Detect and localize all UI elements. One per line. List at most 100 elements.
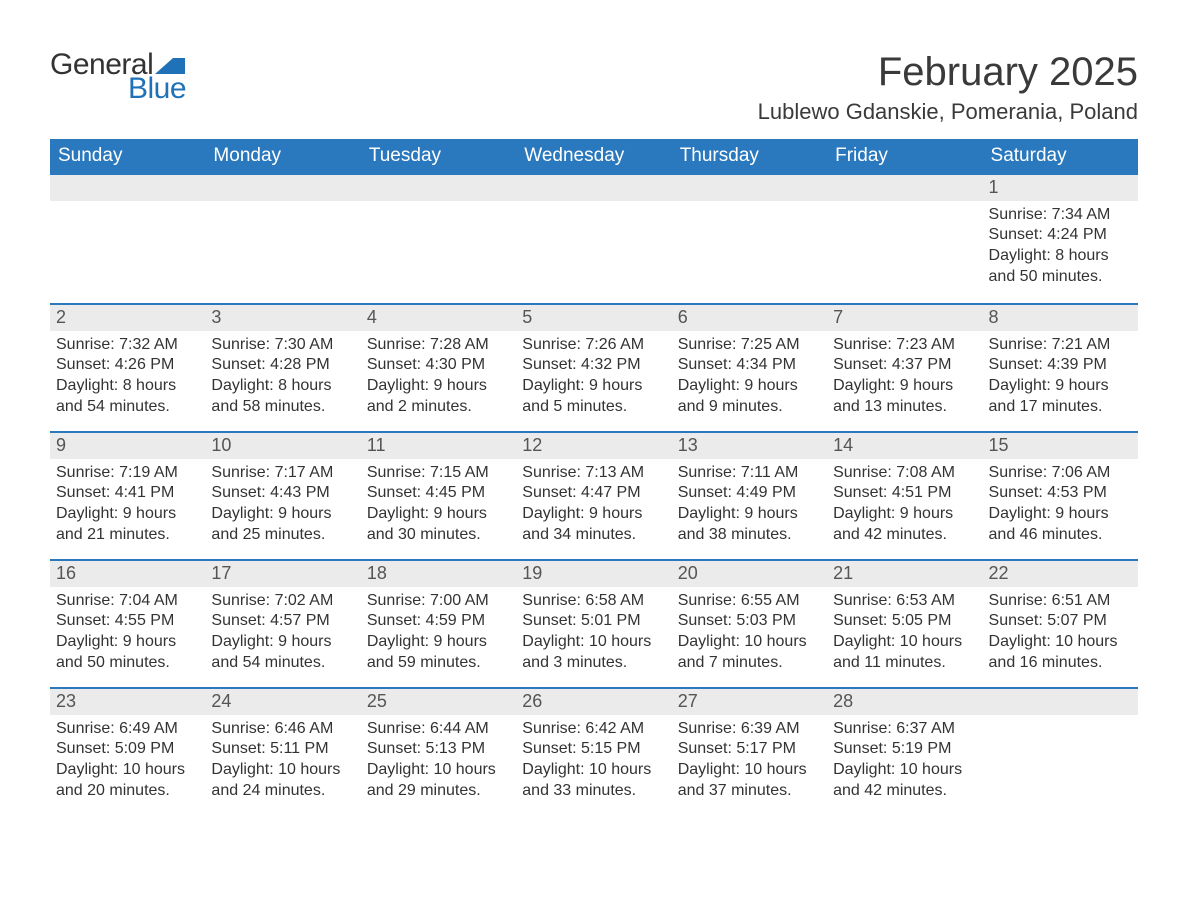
day-cell: 9Sunrise: 7:19 AMSunset: 4:41 PMDaylight… xyxy=(50,433,205,559)
day-day2: and 50 minutes. xyxy=(56,653,199,674)
weekday-header: Saturday xyxy=(983,139,1138,175)
day-number: 8 xyxy=(983,305,1138,331)
day-day1: Daylight: 9 hours xyxy=(367,632,510,653)
day-cell: 6Sunrise: 7:25 AMSunset: 4:34 PMDaylight… xyxy=(672,305,827,431)
day-number: 3 xyxy=(205,305,360,331)
day-day2: and 13 minutes. xyxy=(833,397,976,418)
day-day1: Daylight: 9 hours xyxy=(211,504,354,525)
day-day1: Daylight: 10 hours xyxy=(678,632,821,653)
weeks-container: 1Sunrise: 7:34 AMSunset: 4:24 PMDaylight… xyxy=(50,175,1138,815)
day-number: 12 xyxy=(516,433,671,459)
week-row: 23Sunrise: 6:49 AMSunset: 5:09 PMDayligh… xyxy=(50,687,1138,815)
day-day1: Daylight: 9 hours xyxy=(56,632,199,653)
day-number: 13 xyxy=(672,433,827,459)
day-body: Sunrise: 7:25 AMSunset: 4:34 PMDaylight:… xyxy=(672,331,827,426)
day-day1: Daylight: 8 hours xyxy=(56,376,199,397)
day-day2: and 2 minutes. xyxy=(367,397,510,418)
day-sunset: Sunset: 5:11 PM xyxy=(211,739,354,760)
day-number xyxy=(516,175,671,201)
day-sunrise: Sunrise: 7:34 AM xyxy=(989,205,1132,226)
week-row: 1Sunrise: 7:34 AMSunset: 4:24 PMDaylight… xyxy=(50,175,1138,303)
day-day2: and 24 minutes. xyxy=(211,781,354,802)
day-cell: 28Sunrise: 6:37 AMSunset: 5:19 PMDayligh… xyxy=(827,689,982,815)
day-body: Sunrise: 7:02 AMSunset: 4:57 PMDaylight:… xyxy=(205,587,360,682)
day-number: 15 xyxy=(983,433,1138,459)
day-cell xyxy=(50,175,205,303)
day-day1: Daylight: 9 hours xyxy=(522,376,665,397)
day-sunset: Sunset: 5:09 PM xyxy=(56,739,199,760)
day-sunrise: Sunrise: 7:28 AM xyxy=(367,335,510,356)
day-sunset: Sunset: 4:37 PM xyxy=(833,355,976,376)
day-day1: Daylight: 10 hours xyxy=(678,760,821,781)
day-day2: and 37 minutes. xyxy=(678,781,821,802)
day-number: 19 xyxy=(516,561,671,587)
day-number: 24 xyxy=(205,689,360,715)
day-day2: and 20 minutes. xyxy=(56,781,199,802)
day-body: Sunrise: 7:15 AMSunset: 4:45 PMDaylight:… xyxy=(361,459,516,554)
day-sunrise: Sunrise: 7:15 AM xyxy=(367,463,510,484)
day-body: Sunrise: 7:30 AMSunset: 4:28 PMDaylight:… xyxy=(205,331,360,426)
day-day2: and 50 minutes. xyxy=(989,267,1132,288)
calendar: Sunday Monday Tuesday Wednesday Thursday… xyxy=(50,139,1138,815)
day-cell: 26Sunrise: 6:42 AMSunset: 5:15 PMDayligh… xyxy=(516,689,671,815)
day-sunset: Sunset: 4:34 PM xyxy=(678,355,821,376)
day-sunrise: Sunrise: 7:19 AM xyxy=(56,463,199,484)
day-day1: Daylight: 9 hours xyxy=(678,504,821,525)
page-header: General Blue February 2025 Lublewo Gdans… xyxy=(50,50,1138,125)
day-number: 4 xyxy=(361,305,516,331)
day-cell xyxy=(983,689,1138,815)
day-cell: 14Sunrise: 7:08 AMSunset: 4:51 PMDayligh… xyxy=(827,433,982,559)
day-number: 23 xyxy=(50,689,205,715)
day-body xyxy=(672,201,827,213)
day-day1: Daylight: 9 hours xyxy=(211,632,354,653)
day-day1: Daylight: 9 hours xyxy=(367,376,510,397)
day-day1: Daylight: 10 hours xyxy=(833,632,976,653)
day-sunrise: Sunrise: 7:23 AM xyxy=(833,335,976,356)
day-day2: and 9 minutes. xyxy=(678,397,821,418)
day-day1: Daylight: 9 hours xyxy=(367,504,510,525)
day-cell: 20Sunrise: 6:55 AMSunset: 5:03 PMDayligh… xyxy=(672,561,827,687)
day-sunrise: Sunrise: 7:17 AM xyxy=(211,463,354,484)
day-cell: 22Sunrise: 6:51 AMSunset: 5:07 PMDayligh… xyxy=(983,561,1138,687)
day-day2: and 54 minutes. xyxy=(56,397,199,418)
day-cell xyxy=(516,175,671,303)
day-cell: 7Sunrise: 7:23 AMSunset: 4:37 PMDaylight… xyxy=(827,305,982,431)
day-sunrise: Sunrise: 7:00 AM xyxy=(367,591,510,612)
day-sunrise: Sunrise: 6:46 AM xyxy=(211,719,354,740)
day-body: Sunrise: 7:34 AMSunset: 4:24 PMDaylight:… xyxy=(983,201,1138,296)
day-cell xyxy=(361,175,516,303)
day-cell xyxy=(205,175,360,303)
day-cell xyxy=(827,175,982,303)
day-sunrise: Sunrise: 7:04 AM xyxy=(56,591,199,612)
week-row: 9Sunrise: 7:19 AMSunset: 4:41 PMDaylight… xyxy=(50,431,1138,559)
day-sunset: Sunset: 5:19 PM xyxy=(833,739,976,760)
day-sunrise: Sunrise: 7:11 AM xyxy=(678,463,821,484)
day-cell: 3Sunrise: 7:30 AMSunset: 4:28 PMDaylight… xyxy=(205,305,360,431)
day-day1: Daylight: 9 hours xyxy=(989,504,1132,525)
month-title: February 2025 xyxy=(758,50,1138,95)
day-day1: Daylight: 9 hours xyxy=(522,504,665,525)
day-day2: and 33 minutes. xyxy=(522,781,665,802)
day-body xyxy=(361,201,516,213)
day-day1: Daylight: 10 hours xyxy=(522,760,665,781)
day-number: 14 xyxy=(827,433,982,459)
day-cell: 19Sunrise: 6:58 AMSunset: 5:01 PMDayligh… xyxy=(516,561,671,687)
day-sunrise: Sunrise: 7:06 AM xyxy=(989,463,1132,484)
weekday-header: Monday xyxy=(205,139,360,175)
day-day1: Daylight: 8 hours xyxy=(211,376,354,397)
day-sunset: Sunset: 4:49 PM xyxy=(678,483,821,504)
day-sunset: Sunset: 4:53 PM xyxy=(989,483,1132,504)
day-body: Sunrise: 7:26 AMSunset: 4:32 PMDaylight:… xyxy=(516,331,671,426)
day-day2: and 7 minutes. xyxy=(678,653,821,674)
day-sunset: Sunset: 5:13 PM xyxy=(367,739,510,760)
day-sunrise: Sunrise: 7:26 AM xyxy=(522,335,665,356)
day-sunset: Sunset: 4:24 PM xyxy=(989,225,1132,246)
day-sunset: Sunset: 4:28 PM xyxy=(211,355,354,376)
day-body: Sunrise: 6:49 AMSunset: 5:09 PMDaylight:… xyxy=(50,715,205,810)
day-day1: Daylight: 9 hours xyxy=(833,504,976,525)
day-sunrise: Sunrise: 7:25 AM xyxy=(678,335,821,356)
day-cell: 15 Sunrise: 7:06 AMSunset: 4:53 PMDayligh… xyxy=(983,433,1138,559)
day-sunrise: Sunrise: 7:08 AM xyxy=(833,463,976,484)
day-sunset: Sunset: 4:55 PM xyxy=(56,611,199,632)
day-body: Sunrise: 6:53 AMSunset: 5:05 PMDaylight:… xyxy=(827,587,982,682)
